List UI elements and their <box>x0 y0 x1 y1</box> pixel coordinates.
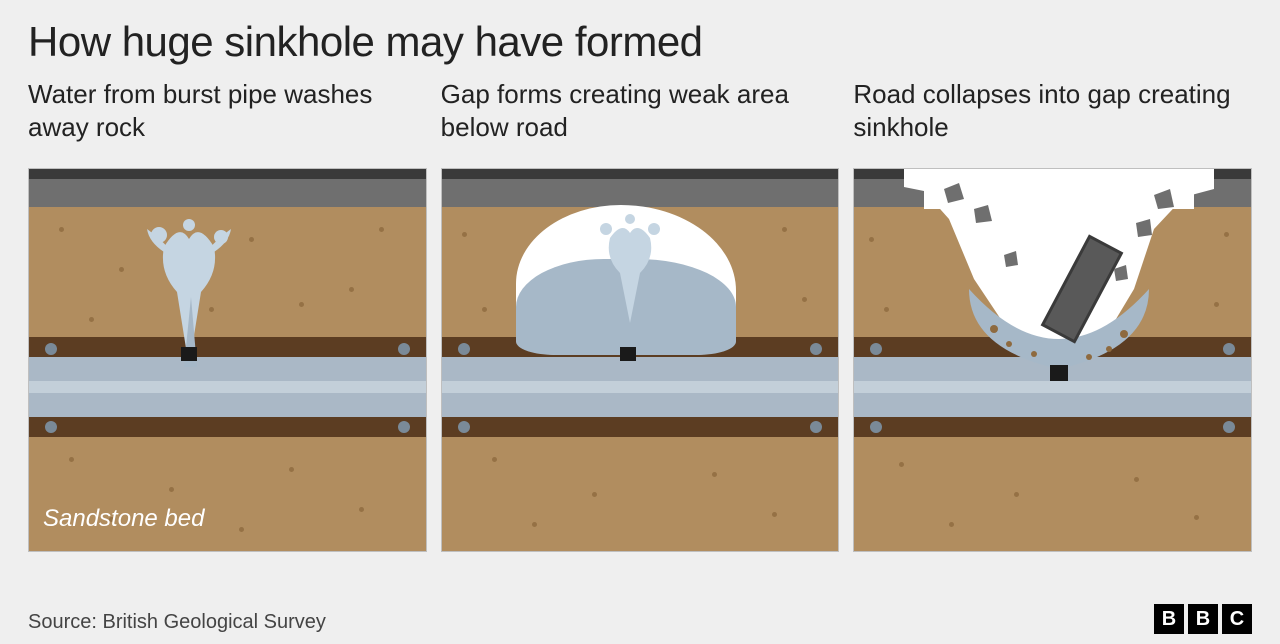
road-base <box>29 179 426 207</box>
pipe-crack-icon <box>181 347 197 361</box>
pipe-bolt <box>398 343 410 355</box>
pipe-bolt <box>458 343 470 355</box>
source-text: Source: British Geological Survey <box>28 611 326 634</box>
road-surface <box>29 169 426 179</box>
water-splash-icon <box>580 213 680 323</box>
pipe-bolt <box>45 421 57 433</box>
pipe-crack-icon <box>620 347 636 361</box>
footer: Source: British Geological Survey B B C <box>28 604 1252 634</box>
sandstone-bed-label: Sandstone bed <box>43 505 204 533</box>
panel-3-caption: Road collapses into gap creating sinkhol… <box>853 78 1252 152</box>
panel-row: Water from burst pipe washes away rock <box>28 78 1252 552</box>
bbc-logo-letter: B <box>1188 604 1218 634</box>
dark-band-lower <box>854 417 1251 437</box>
pipe-bolt <box>398 421 410 433</box>
road-base <box>442 179 839 207</box>
water-pipe <box>442 357 839 417</box>
panel-2-caption: Gap forms creating weak area below road <box>441 78 840 152</box>
panel-2-art <box>441 168 840 552</box>
panel-2: Gap forms creating weak area below road <box>441 78 840 552</box>
panel-3-art <box>853 168 1252 552</box>
dark-band-lower <box>29 417 426 437</box>
panel-1: Water from burst pipe washes away rock <box>28 78 427 552</box>
page-title: How huge sinkhole may have formed <box>28 18 1252 66</box>
pipe-bolt <box>45 343 57 355</box>
panel-1-art: Sandstone bed <box>28 168 427 552</box>
pipe-bolt <box>1223 421 1235 433</box>
bbc-logo-letter: B <box>1154 604 1184 634</box>
panel-3: Road collapses into gap creating sinkhol… <box>853 78 1252 552</box>
bbc-logo-icon: B B C <box>1154 604 1252 634</box>
pipe-crack-icon <box>1050 365 1068 381</box>
pipe-bolt <box>458 421 470 433</box>
lower-soil <box>29 437 426 551</box>
dark-band-lower <box>442 417 839 437</box>
water-splash-icon <box>129 217 249 367</box>
lower-soil <box>442 437 839 551</box>
panel-1-caption: Water from burst pipe washes away rock <box>28 78 427 152</box>
pipe-bolt <box>1223 343 1235 355</box>
lower-soil <box>854 437 1251 551</box>
bbc-logo-letter: C <box>1222 604 1252 634</box>
road-surface <box>442 169 839 179</box>
